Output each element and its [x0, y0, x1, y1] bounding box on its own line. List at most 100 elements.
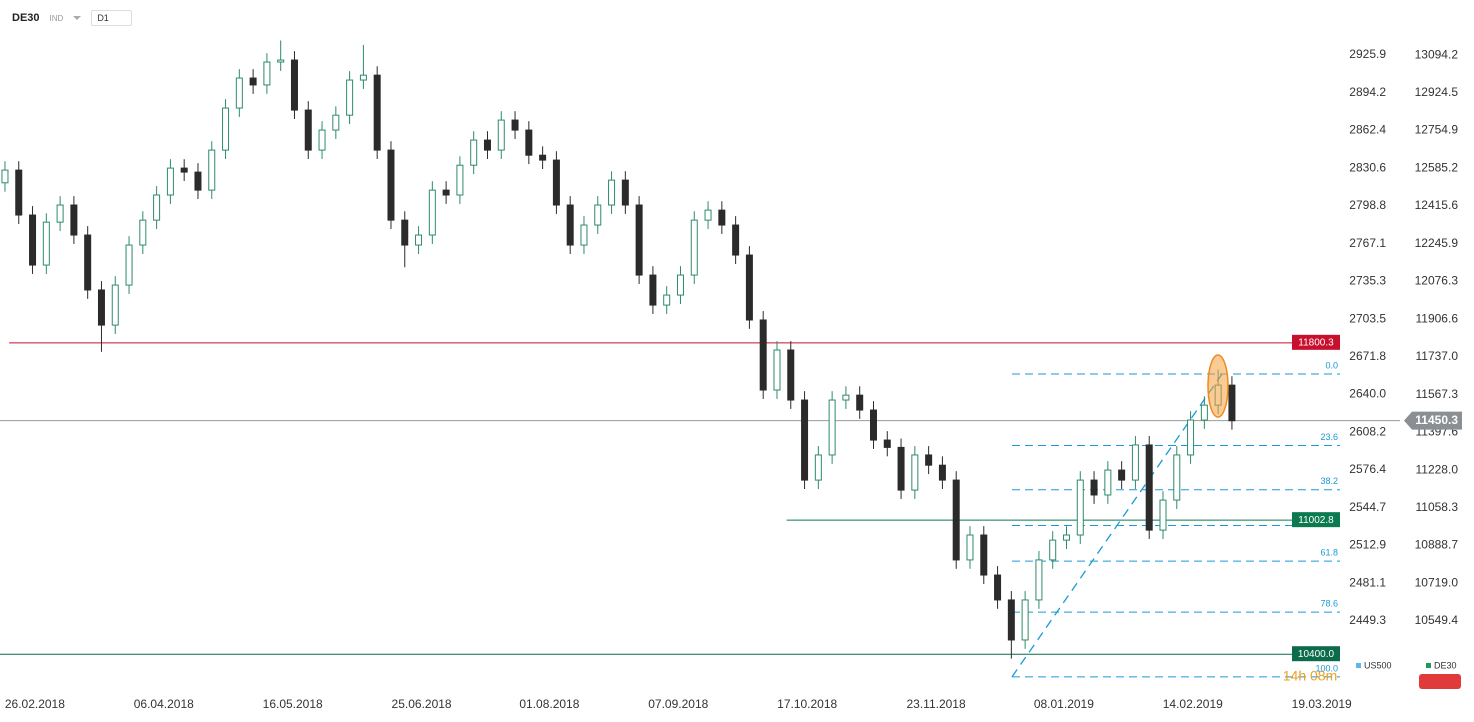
candle-body — [994, 574, 1002, 601]
y-tick-label: 13094.2 — [1415, 47, 1459, 61]
fib-label: 23.6 — [1320, 432, 1338, 442]
y2-tick-label: 2640.0 — [1349, 387, 1386, 401]
candle-body — [318, 129, 326, 151]
y-tick-label: 12924.5 — [1415, 85, 1459, 99]
y-tick-label: 11228.0 — [1416, 462, 1459, 476]
y-tick-label: 10549.4 — [1415, 613, 1459, 627]
y2-tick-label: 2544.7 — [1349, 500, 1386, 514]
fib-trendline — [1011, 373, 1223, 678]
candle-body — [304, 109, 312, 151]
interval: D1 — [97, 13, 109, 23]
candle-body — [925, 454, 933, 466]
candle-body — [332, 114, 340, 131]
level-tag — [1292, 512, 1340, 528]
level-tag — [1292, 334, 1340, 350]
candle-body — [346, 79, 354, 116]
candle-body — [1118, 469, 1126, 481]
x-tick-label: 17.10.2018 — [777, 697, 837, 711]
y2-tick-label: 2703.5 — [1349, 311, 1386, 325]
candle-body — [263, 61, 271, 86]
y2-tick-label: 2576.4 — [1349, 462, 1386, 476]
candle-body — [621, 179, 629, 206]
candle-body — [676, 274, 684, 296]
candle-body — [235, 77, 243, 109]
y2-tick-label: 2671.8 — [1349, 349, 1386, 363]
candle-body — [814, 454, 822, 481]
candle-body — [759, 319, 767, 391]
candle-body — [373, 74, 381, 151]
y-tick-label: 10719.0 — [1415, 575, 1459, 589]
candle-body — [290, 59, 298, 111]
interval-select[interactable]: D1 — [91, 10, 132, 26]
candle-body — [1228, 384, 1236, 422]
candle-body — [111, 284, 119, 326]
y2-tick-label: 2798.8 — [1349, 198, 1386, 212]
candle-body — [828, 399, 836, 456]
candle-body — [539, 154, 547, 161]
legend-swatch — [1426, 663, 1431, 668]
y2-tick-label: 2735.3 — [1349, 274, 1386, 288]
candle-body — [1, 169, 9, 184]
candle-body — [911, 454, 919, 491]
candle-body — [511, 119, 519, 131]
last-price-tag — [1404, 411, 1462, 430]
y-tick-label: 12076.3 — [1415, 274, 1459, 288]
header: DE30 IND D1 — [12, 10, 132, 26]
y2-tick-label: 2830.6 — [1349, 160, 1386, 174]
candle-body — [649, 274, 657, 306]
x-tick-label: 06.04.2018 — [134, 697, 194, 711]
candle-body — [42, 221, 50, 266]
x-tick-label: 14.02.2019 — [1163, 697, 1223, 711]
candle-body — [208, 149, 216, 191]
level-tag-label: 10400.0 — [1298, 649, 1335, 660]
candle-body — [690, 219, 698, 276]
candle-body — [483, 139, 491, 151]
level-tag-label: 11002.8 — [1298, 515, 1334, 526]
fib-label: 61.8 — [1320, 548, 1338, 558]
candle-body — [883, 439, 891, 448]
candle-body — [704, 209, 712, 221]
candle-body — [1035, 559, 1043, 601]
candle-body — [1173, 454, 1181, 501]
candle-body — [1159, 499, 1167, 531]
y-tick-label: 11906.6 — [1416, 311, 1459, 325]
y2-tick-label: 2767.1 — [1349, 236, 1386, 250]
y2-tick-label: 2481.1 — [1349, 575, 1386, 589]
candle-body — [980, 534, 988, 576]
candle-body — [1062, 534, 1070, 541]
y2-tick-label: 2862.4 — [1349, 123, 1386, 137]
legend-swatch — [1356, 663, 1361, 668]
y-tick-label: 11737.0 — [1416, 349, 1459, 363]
candle-body — [1131, 444, 1139, 481]
candle-body — [663, 294, 671, 306]
x-tick-label: 25.06.2018 — [392, 697, 452, 711]
candle-body — [125, 244, 133, 286]
symbol[interactable]: DE30 — [12, 12, 40, 24]
candle-body — [194, 171, 202, 191]
fib-label: 38.2 — [1320, 476, 1338, 486]
action-button[interactable] — [1419, 674, 1461, 689]
candle-body — [1187, 419, 1195, 456]
candle-body — [1049, 539, 1057, 561]
candle-body — [180, 167, 188, 173]
y-tick-label: 12245.9 — [1415, 236, 1459, 250]
candle-body — [1104, 469, 1112, 496]
candle-body — [70, 204, 78, 236]
candle-body — [938, 464, 946, 481]
candle-body — [552, 159, 560, 206]
candle-body — [801, 399, 809, 481]
y-tick-label: 10888.7 — [1415, 538, 1459, 552]
candle-body — [773, 349, 781, 391]
caret[interactable] — [73, 16, 82, 20]
candle-body — [525, 129, 533, 156]
candle-body — [387, 149, 395, 221]
y-tick-label: 12415.6 — [1415, 198, 1459, 212]
y2-tick-label: 2608.2 — [1349, 424, 1386, 438]
market[interactable]: IND — [49, 13, 64, 23]
candle-body — [139, 219, 147, 246]
candle-body — [966, 534, 974, 561]
candle-body — [15, 169, 23, 216]
candle-body — [1021, 599, 1029, 641]
